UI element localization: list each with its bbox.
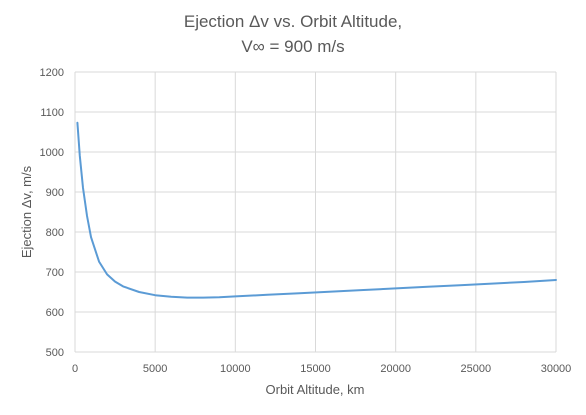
- y-tick-label: 1000: [40, 147, 64, 159]
- x-tick-label: 15000: [300, 363, 331, 375]
- x-tick-label: 20000: [380, 363, 411, 375]
- x-tick-label: 25000: [461, 363, 492, 375]
- y-tick-label: 1100: [40, 107, 64, 119]
- series-layer: [76, 121, 557, 299]
- x-axis-label: Orbit Altitude, km: [266, 382, 365, 397]
- series-line: [76, 121, 557, 299]
- y-tick-label: 1200: [40, 67, 64, 79]
- y-tick-label: 500: [46, 347, 64, 359]
- x-tick-label: 10000: [220, 363, 251, 375]
- x-tick-label: 0: [72, 363, 78, 375]
- y-tick-label: 600: [46, 307, 64, 319]
- y-axis-label: Ejection Δv, m/s: [19, 165, 34, 258]
- y-tick-label: 900: [46, 187, 64, 199]
- x-tick-label: 5000: [143, 363, 167, 375]
- chart-title: Ejection Δv vs. Orbit Altitude,: [184, 12, 402, 31]
- x-axis-ticks: 0 5000 10000 15000 20000 25000 30000: [72, 363, 571, 375]
- y-tick-label: 700: [46, 267, 64, 279]
- y-axis-ticks: 500 600 700 800 900 1000 1100 1200: [40, 67, 64, 359]
- chart-subtitle: V∞ = 900 m/s: [241, 37, 344, 56]
- x-tick-label: 30000: [541, 363, 572, 375]
- gridlines: [74, 71, 557, 353]
- y-tick-label: 800: [46, 227, 64, 239]
